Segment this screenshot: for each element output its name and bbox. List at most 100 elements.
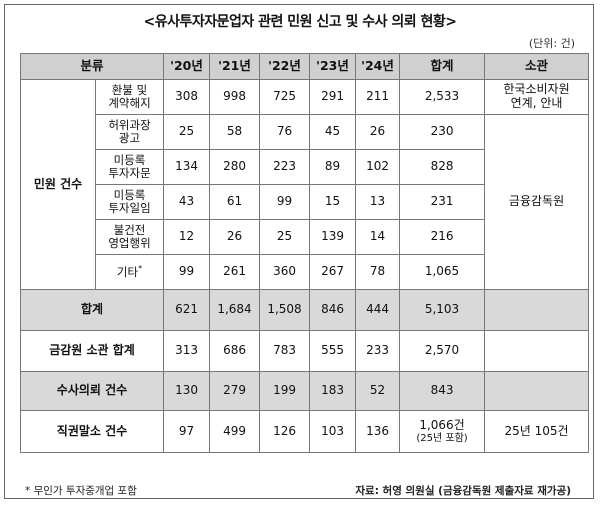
cell-2023: 89 [309, 149, 357, 185]
dismissal-label: 직권말소 건수 [19, 410, 165, 453]
cell-2022: 126 [259, 410, 311, 453]
cell-2021: 280 [209, 149, 261, 185]
cell-2024: 444 [355, 289, 401, 331]
source-note: 자료: 허영 의원실 (금융감독원 제출자료 재가공) [355, 485, 571, 497]
sum-label: 합계 [19, 289, 165, 331]
cell-2023: 45 [309, 114, 357, 150]
cell-2021: 279 [209, 371, 261, 411]
table-row: 민원 건수 환불 및 계약해지 308 998 725 291 211 2,533… [20, 79, 590, 290]
cell-total: 1,065 [399, 254, 486, 290]
row-label: 기타* [94, 254, 165, 290]
cell-2024: 102 [355, 149, 401, 185]
cell-2020: 97 [163, 410, 211, 453]
investigation-label: 수사의뢰 건수 [19, 371, 165, 411]
cell-2023: 267 [309, 254, 357, 290]
header-2023: '23년 [309, 53, 357, 80]
cell-total: 230 [399, 114, 486, 150]
complaints-table: 분류 '20년 '21년 '22년 '23년 '24년 합계 소관 민원 건수 … [19, 53, 590, 453]
header-2021: '21년 [209, 53, 261, 80]
cell-2023: 555 [309, 330, 357, 372]
dismissal-agency: 25년 105건 [484, 410, 590, 453]
table-title: <유사투자자문업자 관련 민원 신고 및 수사 의뢰 현황> [143, 14, 457, 30]
cell-2024: 233 [355, 330, 401, 372]
cell-total: 843 [399, 371, 486, 411]
cell-2021: 1,684 [209, 289, 261, 331]
header-total: 합계 [399, 53, 486, 80]
table-row: 불건전 영업행위 12 26 25 139 14 216 [21, 219, 589, 255]
cell-2021: 61 [209, 184, 261, 220]
cell-2020: 43 [163, 184, 211, 220]
cell-2023: 183 [309, 371, 357, 411]
table-row: 미등록 투자일임 43 61 99 15 13 231 [21, 184, 589, 220]
table-row: 기타* 99 261 360 267 78 1,065 [21, 254, 589, 290]
cell-2020: 621 [163, 289, 211, 331]
investigation-row: 수사의뢰 건수 130 279 199 183 52 843 [19, 371, 590, 411]
cell-total: 828 [399, 149, 486, 185]
cell-2023: 103 [309, 410, 357, 453]
cell-total: 231 [399, 184, 486, 220]
cell-2022: 360 [259, 254, 311, 290]
footnote-mark: * [138, 264, 143, 274]
dismissal-row: 직권말소 건수 97 499 126 103 136 1,066건 (25년 포… [19, 410, 590, 453]
cell-2021: 26 [209, 219, 261, 255]
cell-2023: 15 [309, 184, 357, 220]
header-row: 분류 '20년 '21년 '22년 '23년 '24년 합계 소관 [19, 53, 590, 80]
document-frame: <유사투자자문업자 관련 민원 신고 및 수사 의뢰 현황> (단위: 건) 분… [4, 4, 594, 499]
unit-label: (단위: 건) [528, 37, 575, 50]
dismissal-total-note: (25년 포함) [416, 432, 468, 444]
cell-2024: 78 [355, 254, 401, 290]
cell-2024: 13 [355, 184, 401, 220]
cell-2020: 25 [163, 114, 211, 150]
row-label: 허위과장 광고 [94, 114, 165, 150]
cell-2022: 76 [259, 114, 311, 150]
cell-2020: 99 [163, 254, 211, 290]
cell-2022: 1,508 [259, 289, 311, 331]
header-2024: '24년 [355, 53, 401, 80]
cell-2022: 725 [259, 79, 311, 115]
header-category: 분류 [19, 53, 165, 80]
agency-kca: 한국소비자원 연계, 안내 [484, 79, 590, 115]
row-label: 불건전 영업행위 [94, 219, 165, 255]
cell-2024: 136 [355, 410, 401, 453]
cell-2021: 499 [209, 410, 261, 453]
footnote: * 무인가 투자중개업 포함 [25, 485, 137, 497]
cell-2022: 223 [259, 149, 311, 185]
cell-agency-empty [484, 371, 590, 411]
cell-2021: 261 [209, 254, 261, 290]
cell-2024: 14 [355, 219, 401, 255]
sum-row: 합계 621 1,684 1,508 846 444 5,103 [19, 289, 590, 331]
cell-total: 2,533 [399, 79, 486, 115]
agency-fss: 금융감독원 [484, 114, 590, 290]
cell-2022: 199 [259, 371, 311, 411]
row-label: 환불 및 계약해지 [94, 79, 165, 115]
cell-2020: 313 [163, 330, 211, 372]
table-row: 허위과장 광고 25 58 76 45 26 230 금융감독원 [21, 114, 590, 290]
cell-agency-empty [484, 289, 590, 331]
cell-agency-empty [484, 330, 590, 372]
cell-2024: 211 [355, 79, 401, 115]
cell-2020: 12 [163, 219, 211, 255]
cell-2023: 846 [309, 289, 357, 331]
complaints-group-label: 민원 건수 [20, 79, 96, 290]
cell-total: 5,103 [399, 289, 486, 331]
cell-2023: 139 [309, 219, 357, 255]
header-2022: '22년 [259, 53, 311, 80]
cell-2021: 686 [209, 330, 261, 372]
fss-sum-label: 금감원 소관 합계 [19, 330, 165, 372]
table-row: 미등록 투자자문 134 280 223 89 102 828 [21, 149, 589, 185]
cell-total: 1,066건 (25년 포함) [399, 410, 486, 453]
cell-2024: 52 [355, 371, 401, 411]
cell-2024: 26 [355, 114, 401, 150]
cell-total: 2,570 [399, 330, 486, 372]
cell-2020: 308 [163, 79, 211, 115]
cell-2022: 99 [259, 184, 311, 220]
dismissal-total-main: 1,066건 [419, 417, 465, 432]
row-label: 미등록 투자일임 [94, 184, 165, 220]
cell-2020: 134 [163, 149, 211, 185]
fss-sum-row: 금감원 소관 합계 313 686 783 555 233 2,570 [19, 330, 590, 372]
cell-2021: 998 [209, 79, 261, 115]
header-2020: '20년 [163, 53, 211, 80]
cell-2021: 58 [209, 114, 261, 150]
cell-total: 216 [399, 219, 486, 255]
cell-2020: 130 [163, 371, 211, 411]
